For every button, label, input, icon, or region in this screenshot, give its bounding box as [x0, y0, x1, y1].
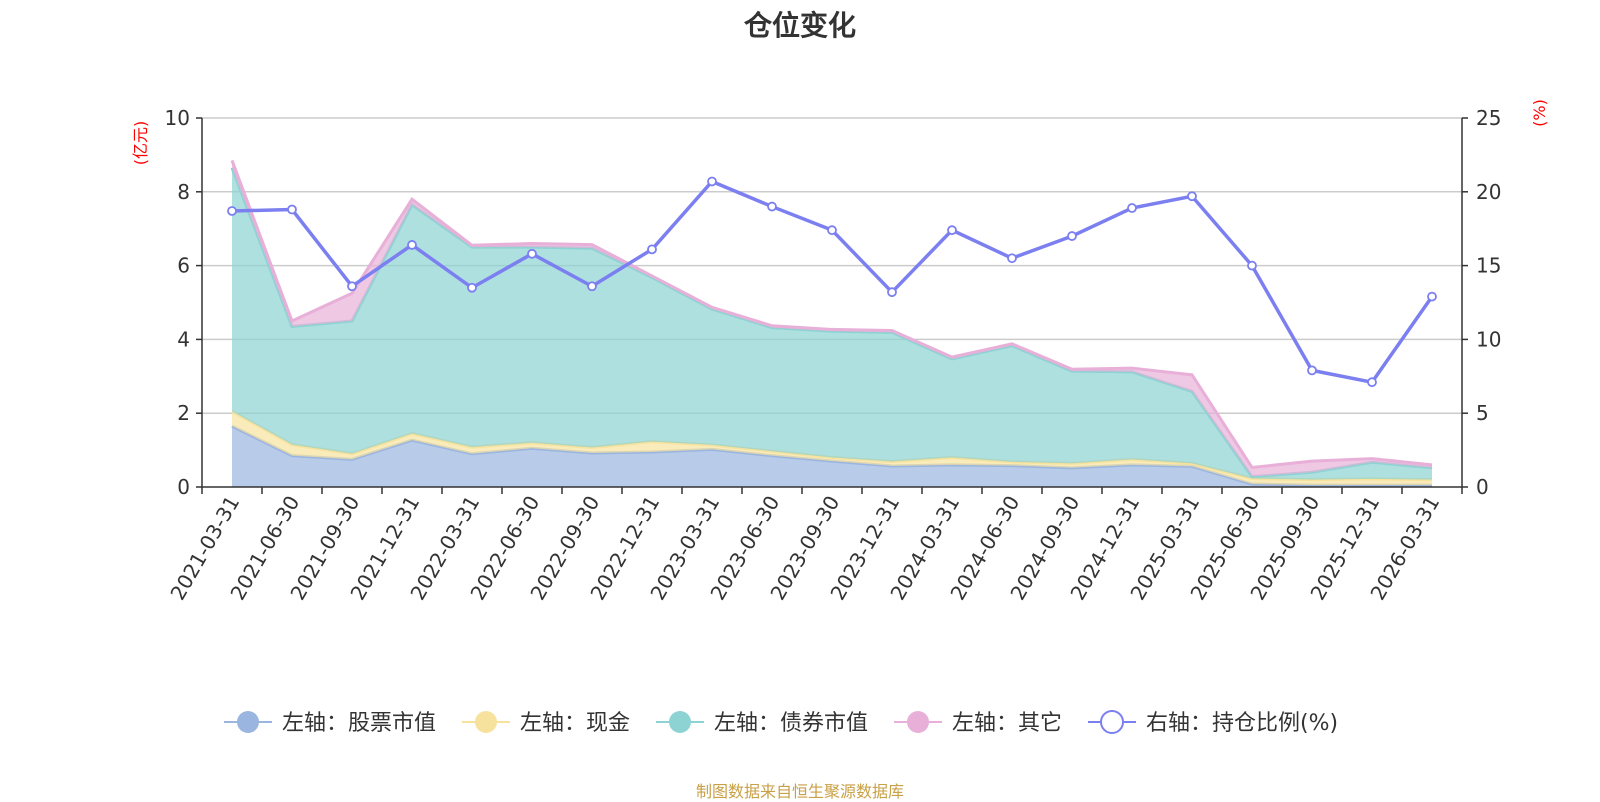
- ratio-point: [1427, 291, 1437, 302]
- ratio-point: [287, 204, 297, 215]
- ratio-point: [227, 206, 237, 216]
- ratio-point: [1007, 253, 1017, 264]
- legend-item[interactable]: 左轴：股票市值: [224, 711, 436, 736]
- ratio-point: [527, 248, 537, 259]
- ratio-point: [827, 225, 837, 236]
- ratio-point: [587, 281, 597, 292]
- legend-item[interactable]: 左轴：其它: [894, 711, 1062, 736]
- legend-item[interactable]: 右轴：持仓比例(%): [1088, 710, 1338, 736]
- ratio-point: [1367, 377, 1377, 388]
- left-tick-label: 6: [177, 254, 190, 278]
- legend-label: 左轴：现金: [520, 711, 630, 736]
- legend-item[interactable]: 左轴：现金: [462, 711, 630, 736]
- data-source-note: 制图数据来自恒生聚源数据库: [695, 782, 904, 801]
- ratio-point: [707, 176, 717, 187]
- legend-label: 左轴：股票市值: [282, 711, 436, 736]
- ratio-point: [1307, 365, 1317, 376]
- legend-label: 左轴：其它: [952, 711, 1062, 736]
- ratio-point: [1067, 231, 1077, 241]
- legend-item[interactable]: 左轴：债券市值: [656, 711, 868, 736]
- legend-label: 左轴：债券市值: [714, 711, 868, 736]
- legend-label: 右轴：持仓比例(%): [1146, 711, 1338, 736]
- left-tick-label: 8: [177, 180, 190, 204]
- left-tick-label: 2: [177, 401, 190, 425]
- area-左轴：股票市值: [232, 426, 1432, 487]
- right-tick-label: 15: [1476, 254, 1501, 278]
- left-axis-unit: (亿元): [131, 121, 150, 166]
- right-tick-label: 25: [1476, 106, 1501, 130]
- ratio-point: [887, 287, 897, 298]
- legend-marker: [1100, 710, 1124, 734]
- ratio-point: [767, 201, 777, 212]
- chart-title: 仓位变化: [743, 9, 856, 42]
- right-tick-label: 10: [1476, 327, 1501, 351]
- ratio-point: [1127, 203, 1137, 213]
- left-tick-label: 0: [177, 475, 190, 499]
- legend-marker: [237, 711, 259, 733]
- legend-marker: [669, 711, 691, 733]
- legend-marker: [475, 711, 497, 733]
- ratio-point: [947, 225, 957, 236]
- legend-marker: [907, 711, 929, 733]
- ratio-point: [347, 281, 357, 292]
- area-edge-左轴：其它: [230, 159, 1433, 470]
- left-tick-label: 10: [165, 106, 190, 130]
- ratio-point: [1187, 191, 1197, 202]
- right-tick-label: 20: [1476, 180, 1501, 204]
- ratio-point: [647, 244, 657, 255]
- right-tick-label: 0: [1476, 475, 1489, 499]
- holding-ratio-line: [227, 176, 1437, 388]
- ratio-point: [467, 282, 477, 293]
- area-左轴：债券市值: [232, 167, 1432, 480]
- ratio-point: [407, 240, 417, 250]
- right-axis-unit: (%): [1530, 99, 1549, 127]
- left-tick-label: 4: [177, 327, 190, 351]
- stacked-areas: [230, 159, 1433, 487]
- ratio-point: [1247, 260, 1257, 271]
- legend[interactable]: 左轴：股票市值 左轴：现金 左轴：债券市值 左轴：其它 右轴：持仓比例(%): [224, 710, 1338, 736]
- right-tick-label: 5: [1476, 401, 1489, 425]
